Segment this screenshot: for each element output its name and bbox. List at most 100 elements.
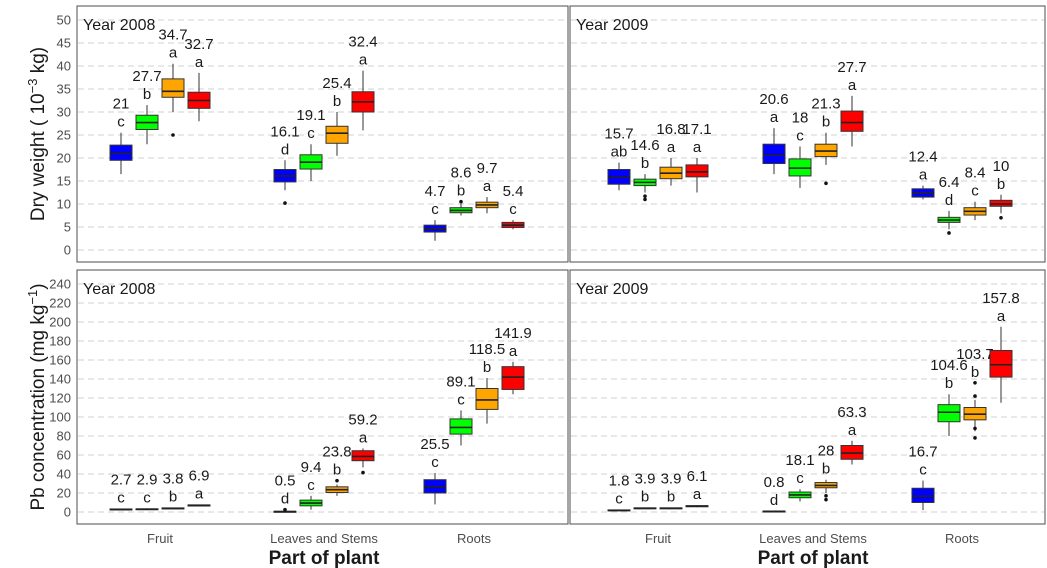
mean-value-label: 15.7 <box>604 126 633 143</box>
y-tick-label: 0 <box>64 243 71 258</box>
panel-frame <box>76 5 569 263</box>
significance-letter: b <box>333 462 341 479</box>
significance-letter: b <box>333 93 341 110</box>
significance-letter: c <box>117 114 125 131</box>
mean-value-label: 6.1 <box>687 468 708 485</box>
mean-value-label: 6.9 <box>189 468 210 485</box>
box <box>937 404 961 423</box>
x-category-label: Leaves and Stems <box>270 531 378 546</box>
significance-letter: c <box>143 489 151 506</box>
outlier-point <box>361 470 365 475</box>
outlier-point <box>973 426 977 431</box>
y-axis-title-unit: ) <box>28 283 49 289</box>
y-tick-label: 220 <box>49 296 71 311</box>
significance-letter: b <box>169 489 177 506</box>
y-tick-label: 0 <box>64 505 71 520</box>
y-tick-label: 5 <box>64 220 71 235</box>
significance-letter: a <box>693 139 702 156</box>
significance-letter: a <box>770 109 779 126</box>
mean-value-label: 4.7 <box>425 183 446 200</box>
significance-letter: a <box>359 52 368 69</box>
box <box>501 366 525 390</box>
y-tick-label: 240 <box>49 277 71 292</box>
mean-value-label: 8.4 <box>965 165 986 182</box>
panel-frame <box>569 269 1046 525</box>
significance-letter: b <box>457 183 465 200</box>
mean-value-label: 2.9 <box>137 471 158 488</box>
x-category-label: Fruit <box>645 531 671 546</box>
mean-value-label: 89.1 <box>446 373 475 390</box>
y-tick-label: 25 <box>57 128 71 143</box>
outlier-point <box>824 494 828 498</box>
outlier-point <box>999 216 1003 220</box>
box <box>325 125 349 144</box>
outlier-point <box>283 507 287 512</box>
mean-value-label: 14.6 <box>630 137 659 154</box>
y-tick-label: 140 <box>49 372 71 387</box>
box <box>449 418 473 435</box>
significance-letter: a <box>359 429 368 446</box>
y-tick-label: 45 <box>57 36 71 51</box>
y-tick-label: 100 <box>49 410 71 425</box>
significance-letter: a <box>667 139 676 156</box>
mean-value-label: 3.8 <box>163 471 184 488</box>
y-axis-title-unit: kg) <box>28 47 49 79</box>
panel-frame <box>569 5 1046 263</box>
y-axis-title-main: Dry weight ( <box>28 115 49 222</box>
y-tick-label: 120 <box>49 391 71 406</box>
significance-letter: c <box>431 454 439 471</box>
significance-letter: c <box>919 462 927 479</box>
significance-letter: c <box>307 477 315 494</box>
significance-letter: a <box>848 422 857 439</box>
mean-value-label: 118.5 <box>469 341 505 358</box>
outlier-point <box>283 201 287 205</box>
mean-value-label: 23.8 <box>322 444 351 461</box>
box <box>161 78 185 98</box>
significance-letter: a <box>509 343 518 360</box>
outlier-point <box>947 231 951 235</box>
y-axis-title-main: Pb concentration (mg kg <box>28 305 49 511</box>
outlier-point <box>171 133 175 137</box>
significance-letter: c <box>971 183 979 200</box>
significance-letter: c <box>431 201 439 218</box>
y-tick-label: 200 <box>49 315 71 330</box>
significance-letter: d <box>770 492 778 509</box>
mean-value-label: 20.6 <box>759 91 788 108</box>
mean-value-label: 5.4 <box>503 183 524 200</box>
significance-letter: c <box>796 470 804 487</box>
mean-value-label: 27.7 <box>837 59 866 76</box>
outlier-point <box>643 197 647 202</box>
mean-value-label: 9.4 <box>301 459 322 476</box>
y-axis-title-base: 10 <box>28 93 49 114</box>
mean-value-label: 6.4 <box>939 174 960 191</box>
x-axis-title: Part of plant <box>269 548 381 568</box>
significance-letter: b <box>945 375 953 392</box>
mean-value-label: 12.4 <box>908 149 937 166</box>
mean-value-label: 32.7 <box>184 36 213 53</box>
panel-year-label: Year 2008 <box>83 281 155 298</box>
x-category-label: Roots <box>945 531 979 546</box>
mean-value-label: 21 <box>113 96 130 113</box>
box <box>911 487 935 503</box>
significance-letter: c <box>509 201 517 218</box>
significance-letter: a <box>997 308 1006 325</box>
y-tick-label: 35 <box>57 82 71 97</box>
y-tick-label: 80 <box>57 429 71 444</box>
mean-value-label: 8.6 <box>451 165 472 182</box>
mean-value-label: 1.8 <box>609 473 630 490</box>
mean-value-label: 141.9 <box>494 325 532 342</box>
significance-letter: c <box>307 125 315 142</box>
outlier-point <box>643 194 647 198</box>
significance-letter: c <box>796 128 804 145</box>
mean-value-label: 3.9 <box>661 471 682 488</box>
y-tick-label: 180 <box>49 334 71 349</box>
mean-value-label: 17.1 <box>682 121 711 138</box>
y-axis-title: Dry weight ( 10−3 kg) <box>25 47 49 221</box>
significance-letter: b <box>667 489 675 506</box>
box <box>475 388 499 410</box>
mean-value-label: 0.5 <box>275 473 296 490</box>
significance-letter: a <box>195 54 204 71</box>
y-tick-label: 10 <box>57 197 71 212</box>
mean-value-label: 16.7 <box>908 444 937 461</box>
outlier-point <box>459 199 463 204</box>
